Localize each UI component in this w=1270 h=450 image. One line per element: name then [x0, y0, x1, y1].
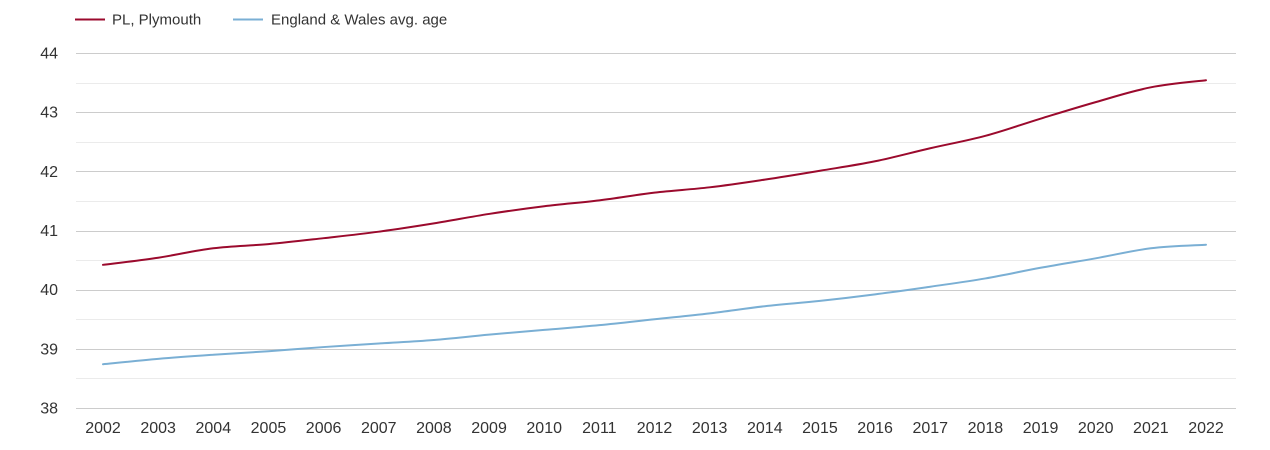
x-tick-label: 2022: [1188, 420, 1224, 437]
y-tick-label: 42: [40, 164, 58, 181]
y-tick-label: 39: [40, 341, 58, 358]
x-tick-label: 2013: [692, 420, 728, 437]
x-tick-label: 2010: [526, 420, 562, 437]
x-tick-label: 2016: [857, 420, 893, 437]
x-tick-label: 2015: [802, 420, 838, 437]
legend: PL, Plymouth England & Wales avg. age: [75, 12, 447, 29]
x-tick-label: 2007: [361, 420, 397, 437]
y-tick-label: 43: [40, 105, 58, 122]
x-tick-label: 2012: [637, 420, 673, 437]
y-tick-label: 41: [40, 223, 58, 240]
x-tick-label: 2020: [1078, 420, 1114, 437]
x-tick-label: 2008: [416, 420, 452, 437]
x-tick-label: 2014: [747, 420, 783, 437]
x-tick-label: 2017: [912, 420, 948, 437]
axes: 38 39 40 41 42 43 44 2002 2003 2004 2005 2006 2007 20…: [40, 46, 1236, 437]
x-tick-label: 2011: [582, 420, 617, 437]
y-tick-label: 40: [40, 282, 58, 299]
x-tick-label: 2021: [1133, 420, 1169, 437]
x-tick-label: 2002: [85, 420, 121, 437]
y-tick-label: 44: [40, 46, 58, 63]
x-tick-label: 2019: [1023, 420, 1059, 437]
x-tick-label: 2006: [306, 420, 342, 437]
x-tick-label: 2003: [140, 420, 176, 437]
gridlines: [76, 53, 1236, 379]
series-line-england-wales-avg-age: [102, 243, 1207, 366]
series-lines: [102, 79, 1207, 366]
y-tick-label: 38: [40, 401, 58, 418]
x-tick-label: 2005: [251, 420, 287, 437]
x-tick-label: 2018: [968, 420, 1004, 437]
x-tick-label: 2009: [471, 420, 507, 437]
x-tick-label: 2004: [196, 420, 232, 437]
legend-label-england-wales-avg-age: England & Wales avg. age: [271, 12, 447, 29]
series-line-pl-plymouth: [102, 79, 1207, 266]
legend-label-pl-plymouth: PL, Plymouth: [112, 12, 201, 29]
